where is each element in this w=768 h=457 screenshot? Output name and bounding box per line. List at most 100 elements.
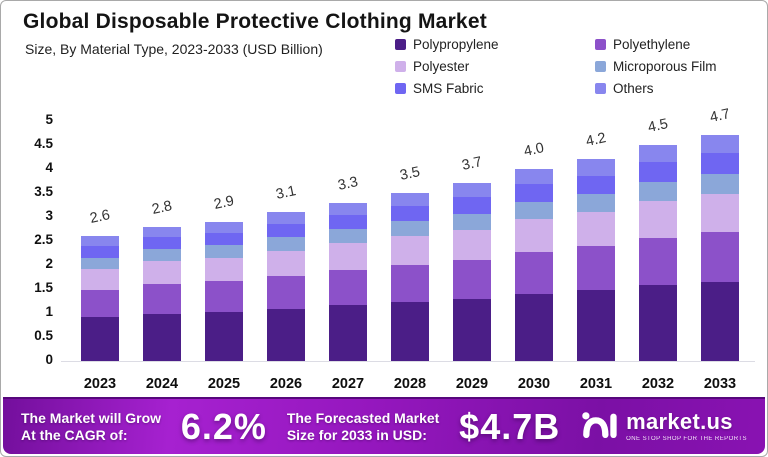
others-swatch-icon [595,83,606,94]
y-axis-tick: 3 [45,208,53,223]
cagr-value: 6.2% [180,405,267,447]
bar-group-2027: 3.3 2027 [329,174,367,392]
legend-item-others: Others [595,81,717,96]
bar-segment-polypropylene [391,301,429,361]
x-axis-label: 2027 [331,376,365,392]
y-axis-tick: 3.5 [34,184,53,199]
x-axis-label: 2029 [455,376,489,392]
bar-segment-sms-fabric [143,237,181,250]
polypropylene-swatch-icon [395,39,406,50]
bar-segment-polypropylene [639,285,677,361]
bar-segment-polyester [577,212,615,247]
bar-segment-others [81,236,119,247]
x-axis-label: 2023 [83,376,117,392]
bar-segment-sms-fabric [515,184,553,202]
bar-segment-polypropylene [81,317,119,361]
bar-value-label: 3.1 [274,183,298,204]
bar-value-label: 2.6 [88,207,112,228]
bar-segment-microporous-film [515,201,553,219]
bar-segment-microporous-film [329,229,367,244]
forecast-label-line2: Size for 2033 in USD: [286,426,427,443]
page-title: Global Disposable Protective Clothing Ma… [23,10,487,33]
bar-value-label: 2.9 [212,192,236,213]
bar-group-2031: 4.2 2031 [577,130,615,392]
bar-group-2023: 2.6 2023 [81,207,119,392]
bar-segment-polyester [143,261,181,285]
bar-segment-others [143,226,181,238]
bar-segment-others [701,135,739,154]
bar-value-label: 4.0 [522,140,546,160]
legend-item-polyester: Polyester [395,59,595,74]
bar-segment-others [267,212,305,224]
bar-segment-polyester [639,200,677,238]
bar-segment-polyethylene [391,265,429,302]
brand-tagline: ONE STOP SHOP FOR THE REPORTS [626,436,747,442]
bar-segment-sms-fabric [577,175,615,194]
bar-segment-polyester [329,243,367,271]
bar-group-2033: 4.7 2033 [701,106,739,392]
polyester-swatch-icon [395,61,406,72]
bar-segment-polyethylene [453,259,491,299]
bar-2027 [329,202,367,361]
bar-segment-others [329,202,367,215]
y-axis-tick: 2.5 [34,232,53,247]
bar-2028 [391,193,429,361]
bar-segment-polypropylene [453,298,491,361]
x-axis-label: 2028 [393,376,427,392]
legend-item-polypropylene: Polypropylene [395,37,595,52]
y-axis-tick: 5 [45,112,53,127]
bar-segment-sms-fabric [81,246,119,258]
bar-group-2030: 4.0 2030 [515,140,553,392]
bar-segment-polypropylene [267,308,305,361]
bar-group-2025: 2.9 2025 [205,193,243,392]
sms-fabric-swatch-icon [395,83,406,94]
bar-segment-polypropylene [577,290,615,361]
bar-segment-sms-fabric [453,197,491,214]
brand-name: market.us [626,409,733,434]
marketus-logo: market.us ONE STOP SHOP FOR THE REPORTS [580,408,747,445]
bar-value-label: 4.2 [584,130,608,151]
bar-segment-polypropylene [515,293,553,361]
bar-segment-sms-fabric [639,161,677,182]
bar-segment-microporous-film [577,193,615,213]
bar-segment-microporous-film [453,213,491,230]
bar-segment-sms-fabric [267,223,305,238]
x-axis-label: 2032 [641,376,675,392]
bar-segment-polypropylene [143,313,181,361]
bar-segment-others [515,169,553,185]
bar-segment-polyester [701,193,739,233]
bar-segment-others [577,159,615,176]
x-axis-label: 2024 [145,376,179,392]
bar-2033 [701,135,739,361]
bar-segment-others [453,183,491,198]
bar-segment-sms-fabric [391,205,429,222]
bar-2031 [577,159,615,361]
legend-label: Polypropylene [413,37,499,52]
bar-group-2032: 4.5 2032 [639,116,677,392]
bar-segment-polyester [515,218,553,252]
bar-2026 [267,212,305,361]
legend: Polypropylene Polyethylene Polyester Microp… [395,37,717,96]
legend-item-sms-fabric: SMS Fabric [395,81,595,96]
bar-group-2024: 2.8 2024 [143,198,181,392]
bar-segment-polyester [453,229,491,260]
y-axis-tick: 4 [45,160,53,175]
marketus-logo-text: market.us ONE STOP SHOP FOR THE REPORTS [626,409,747,443]
bar-segment-polyester [267,250,305,277]
bar-segment-microporous-film [143,249,181,262]
cagr-label: The Market will Grow At the CAGR of: [21,410,161,444]
bar-segment-polyethylene [515,251,553,294]
bar-segment-microporous-film [639,181,677,201]
bar-segment-sms-fabric [205,232,243,246]
y-axis-tick: 1.5 [34,280,53,295]
microporous-film-swatch-icon [595,61,606,72]
legend-label: Others [613,81,654,96]
bar-group-2029: 3.7 2029 [453,154,491,392]
bar-segment-microporous-film [391,221,429,237]
y-axis-tick: 0 [45,352,53,367]
marketus-logo-icon [580,408,618,445]
bar-segment-polypropylene [701,281,739,361]
bar-segment-polypropylene [205,312,243,361]
x-axis-label: 2031 [579,376,613,392]
